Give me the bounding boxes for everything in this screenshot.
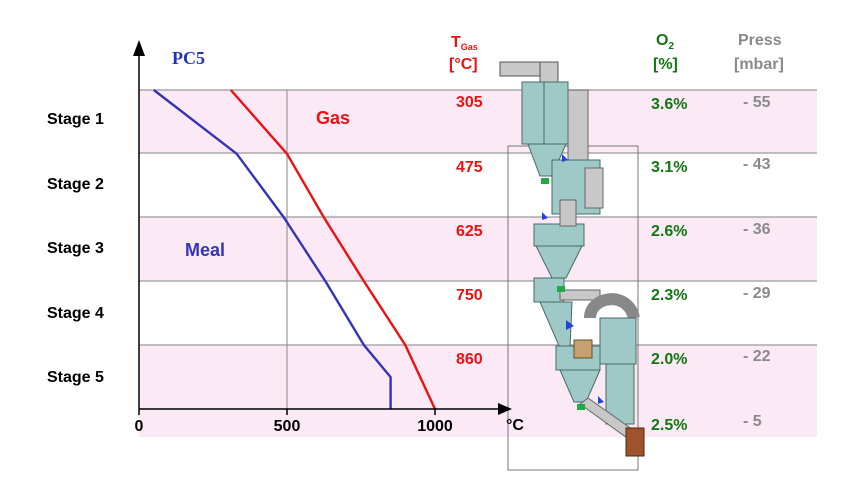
t-gas-subscript: Gas [461, 42, 478, 52]
stage-label: Stage 3 [47, 240, 104, 257]
stage-bands [139, 90, 817, 437]
column-headers: TGas [°C] O2 [%] Press [mbar] [449, 32, 784, 73]
o2-symbol: O [656, 32, 668, 49]
t-gas-value: 860 [456, 351, 483, 368]
grid-lines [139, 89, 817, 409]
stage-label: Stage 4 [47, 305, 104, 322]
burner-box [573, 339, 593, 359]
duct-2 [584, 167, 604, 209]
chart-title: PC5 [172, 48, 205, 68]
flow-arrow [562, 154, 568, 162]
press-value: - 36 [743, 221, 771, 238]
o2-unit: [%] [653, 56, 678, 73]
press-unit: [mbar] [734, 56, 784, 73]
riser-duct-3 [559, 199, 577, 227]
series-line-gas [229, 89, 437, 410]
axes [133, 40, 512, 415]
t-gas-value: 475 [456, 159, 483, 176]
stage-labels: Stage 1 Stage 2 Stage 3 Stage 4 Stage 5 [47, 111, 104, 386]
press-value: - 5 [743, 413, 762, 430]
o2-value: 3.1% [651, 159, 687, 176]
t-gas-values: 305 475 625 750 860 [456, 94, 483, 368]
t-gas-symbol: T [451, 34, 461, 51]
x-axis-arrow [498, 403, 512, 415]
o2-header: O2 [656, 32, 674, 52]
flow-arrow [542, 212, 548, 220]
t-gas-value: 305 [456, 94, 483, 111]
cyclone-1a [521, 81, 547, 145]
press-value: - 29 [743, 285, 771, 302]
o2-values: 3.6% 3.1% 2.6% 2.3% 2.0% 2.5% [651, 96, 687, 434]
band-bottom [139, 409, 817, 437]
x-axis-unit: °C [506, 417, 524, 434]
temperature-curves [153, 89, 437, 410]
o2-value: 3.6% [651, 96, 687, 113]
preheater-schematic [499, 61, 645, 471]
cyclone-1b [543, 81, 569, 145]
series-label-gas: Gas [316, 108, 350, 128]
flow-arrow [598, 396, 604, 404]
x-tick-label: 1000 [417, 418, 453, 435]
band-stage-1 [139, 90, 817, 153]
series-line-meal [153, 89, 392, 409]
band-stage-2 [139, 153, 817, 217]
o2-value: 2.3% [651, 287, 687, 304]
flow-arrow [566, 320, 574, 330]
pressure-values: - 55 - 43 - 36 - 29 - 22 - 5 [743, 94, 771, 430]
cyclone-3-cone [535, 245, 583, 279]
t-gas-header: TGas [451, 34, 478, 52]
stage-label: Stage 1 [47, 111, 104, 128]
press-value: - 43 [743, 156, 771, 173]
flap-valve [577, 404, 585, 410]
kiln-inlet [625, 427, 645, 457]
t-gas-value: 750 [456, 287, 483, 304]
series-label-meal: Meal [185, 240, 225, 260]
flap-valve [541, 178, 549, 184]
o2-value: 2.6% [651, 223, 687, 240]
press-value: - 55 [743, 94, 771, 111]
band-stage-5 [139, 345, 817, 409]
press-header: Press [738, 32, 782, 49]
cyclone-3 [533, 223, 585, 247]
t-gas-value: 625 [456, 223, 483, 240]
flap-valve [557, 286, 565, 292]
y-axis-arrow [133, 40, 145, 56]
calciner [599, 317, 637, 365]
stage-label: Stage 2 [47, 176, 104, 193]
stage-label: Stage 5 [47, 369, 104, 386]
band-stage-4 [139, 281, 817, 345]
x-tick-label: 500 [274, 418, 301, 435]
o2-value: 2.0% [651, 351, 687, 368]
bend-4 [584, 293, 640, 320]
x-tick-labels: 0 500 1000 [135, 418, 453, 435]
band-stage-3 [139, 217, 817, 281]
x-tick-label: 0 [135, 418, 144, 435]
o2-value: 2.5% [651, 417, 687, 434]
t-gas-unit: [°C] [449, 56, 478, 73]
press-value: - 22 [743, 348, 771, 365]
o2-subscript: 2 [668, 41, 674, 52]
duct-4 [559, 289, 601, 301]
